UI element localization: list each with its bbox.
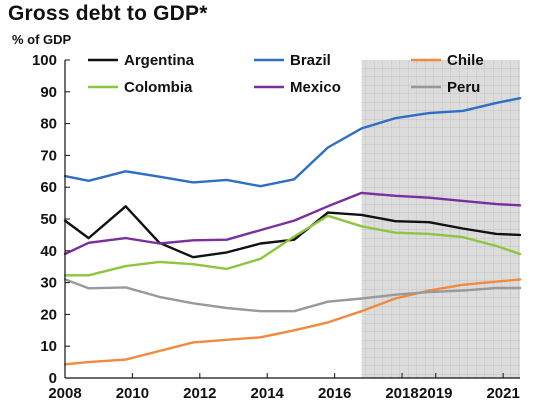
x-tick-label: 2010 [116, 385, 149, 402]
legend-item-colombia: Colombia [88, 79, 193, 96]
x-tick-label: 2016 [318, 385, 351, 402]
y-tick-label: 60 [40, 179, 57, 196]
legend-item-brazil: Brazil [254, 52, 331, 69]
legend-item-mexico: Mexico [254, 79, 341, 96]
y-axis-unit-label: % of GDP [12, 32, 72, 47]
series-line-peru [63, 278, 522, 313]
axes: 0 10 20 30 40 50 60 70 80 90 100 2008 2010 2012 2014 20… [32, 52, 520, 402]
y-tick-label: 50 [40, 211, 57, 228]
y-tick-label: 30 [40, 275, 57, 292]
y-tick-label: 10 [40, 338, 57, 355]
series-line-mexico [63, 191, 522, 256]
legend-label: Brazil [290, 52, 331, 69]
y-tick-label: 70 [40, 147, 57, 164]
x-tick-label: 2018 [385, 385, 418, 402]
legend-label: Chile [447, 52, 484, 69]
legend-item-peru: Peru [411, 79, 480, 96]
chart-title: Gross debt to GDP* [8, 2, 208, 25]
y-tick-label: 80 [40, 116, 57, 133]
x-tick-label: 2008 [48, 385, 81, 402]
legend-label: Peru [447, 79, 480, 96]
legend: Argentina Brazil Chile Colombia Mexico Peru [88, 52, 484, 96]
x-tick-label: 2019 [419, 385, 452, 402]
legend-label: Mexico [290, 79, 341, 96]
x-tick-label: 2021 [486, 385, 519, 402]
y-tick-label: 0 [49, 370, 57, 387]
series-line-brazil [63, 96, 522, 188]
legend-item-chile: Chile [411, 52, 484, 69]
legend-label: Argentina [124, 52, 195, 69]
x-tick-label: 2012 [183, 385, 216, 402]
legend-item-argentina: Argentina [88, 52, 195, 69]
y-tick-label: 100 [32, 52, 57, 69]
series-line-chile [63, 278, 522, 366]
x-tick-label: 2014 [251, 385, 285, 402]
y-tick-label: 40 [40, 243, 57, 260]
legend-label: Colombia [124, 79, 193, 96]
series-line-argentina [63, 205, 522, 259]
y-tick-label: 90 [40, 84, 57, 101]
series-line-colombia [63, 214, 522, 277]
y-tick-label: 20 [40, 306, 57, 323]
series-layer [63, 96, 522, 366]
